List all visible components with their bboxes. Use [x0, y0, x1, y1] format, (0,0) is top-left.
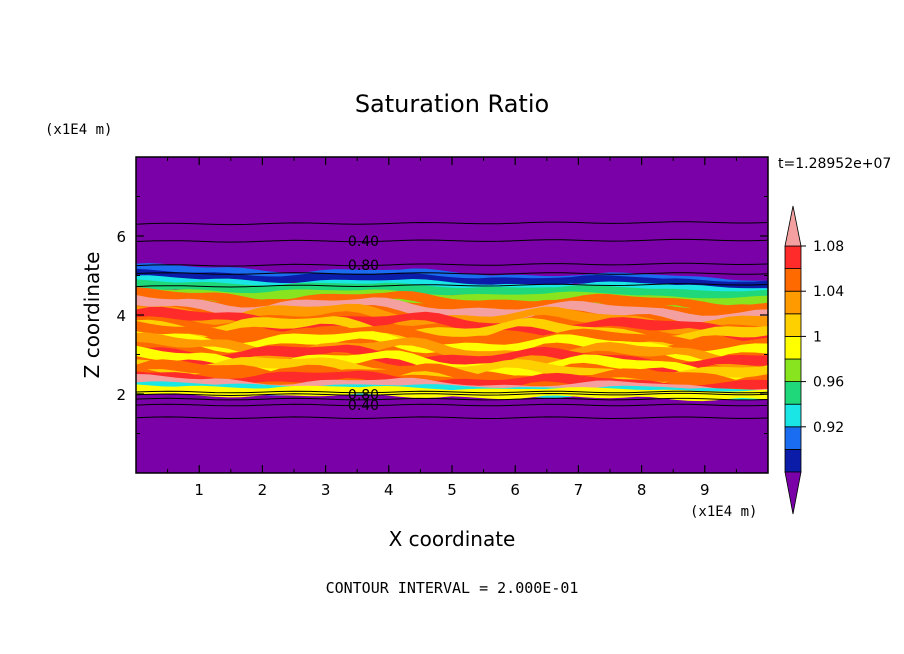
colorbar-min-arrow: [784, 471, 802, 515]
y-tick-label: 6: [116, 228, 126, 246]
colorbar-segment: [784, 313, 802, 337]
contour-band: [136, 384, 768, 402]
colorbar-segment: [784, 268, 802, 292]
colorbar-segment: [784, 381, 802, 405]
contour-label: 0.80: [348, 258, 379, 274]
colorbar-tick-label: 0.96: [813, 375, 844, 391]
contour-band: [136, 268, 768, 292]
contour-line: [136, 283, 768, 288]
contour-line: [136, 392, 768, 397]
colorbar-segment: [784, 403, 802, 428]
colorbar-segment: [784, 290, 802, 315]
contour-interval-footer: CONTOUR INTERVAL = 2.000E-01: [326, 579, 579, 597]
contour-line: [136, 262, 768, 267]
contour-line: [136, 221, 768, 226]
contour-band: [136, 332, 768, 370]
contour-line: [136, 397, 768, 401]
colorbar-tick-label: 1: [813, 329, 822, 345]
x-tick-label: 8: [637, 481, 647, 499]
contour-band: [136, 370, 768, 396]
y-tick-label: 2: [116, 386, 126, 404]
contour-band: [136, 344, 768, 374]
contour-line: [136, 272, 768, 275]
y-unit-label: (x1E4 m): [45, 122, 112, 138]
x-tick-label: 7: [574, 481, 584, 499]
y-tick-label: 4: [116, 307, 126, 325]
x-axis-label: X coordinate: [389, 527, 516, 551]
contour-line: [136, 238, 768, 243]
contour-band: [136, 321, 768, 354]
x-tick-label: 2: [258, 481, 268, 499]
contour-band: [136, 275, 768, 298]
colorbar-tick-label: 1.04: [813, 284, 844, 300]
x-tick-label: 3: [321, 481, 331, 499]
contour-line: [136, 416, 768, 420]
colorbar-segment: [784, 358, 802, 383]
y-axis-label: Z coordinate: [80, 252, 104, 379]
colorbar: 0.92 0.96 1 1.04 1.08: [784, 205, 844, 515]
colorbar-max-arrow: [784, 205, 802, 247]
x-unit-label: (x1E4 m): [690, 504, 757, 520]
colorbar-segment: [784, 245, 802, 270]
contour-band: [136, 306, 768, 342]
chart-title: Saturation Ratio: [355, 90, 549, 118]
contour-band: [136, 316, 768, 347]
colorbar-segment: [784, 335, 802, 360]
contour-line: [136, 403, 768, 407]
contour-band: [136, 287, 768, 316]
colorbar-tick-label: 1.08: [813, 239, 844, 255]
time-label: t=1.28952e+07: [778, 156, 891, 172]
contour-line: [136, 390, 768, 394]
contour-band: [136, 331, 768, 362]
contour-band: [136, 295, 768, 326]
colorbar-segment: [784, 426, 802, 450]
colorbar-tick-label: 0.92: [813, 420, 844, 436]
colorbar-segment: [784, 448, 802, 473]
contour-label: 0.40: [348, 398, 379, 414]
x-tick-label: 9: [700, 481, 710, 499]
x-tick-label: 4: [384, 481, 394, 499]
x-tick-label: 1: [194, 481, 204, 499]
contour-label: 0.40: [348, 234, 379, 250]
contour-band: [136, 263, 768, 291]
x-tick-label: 5: [447, 481, 457, 499]
x-tick-label: 6: [510, 481, 520, 499]
